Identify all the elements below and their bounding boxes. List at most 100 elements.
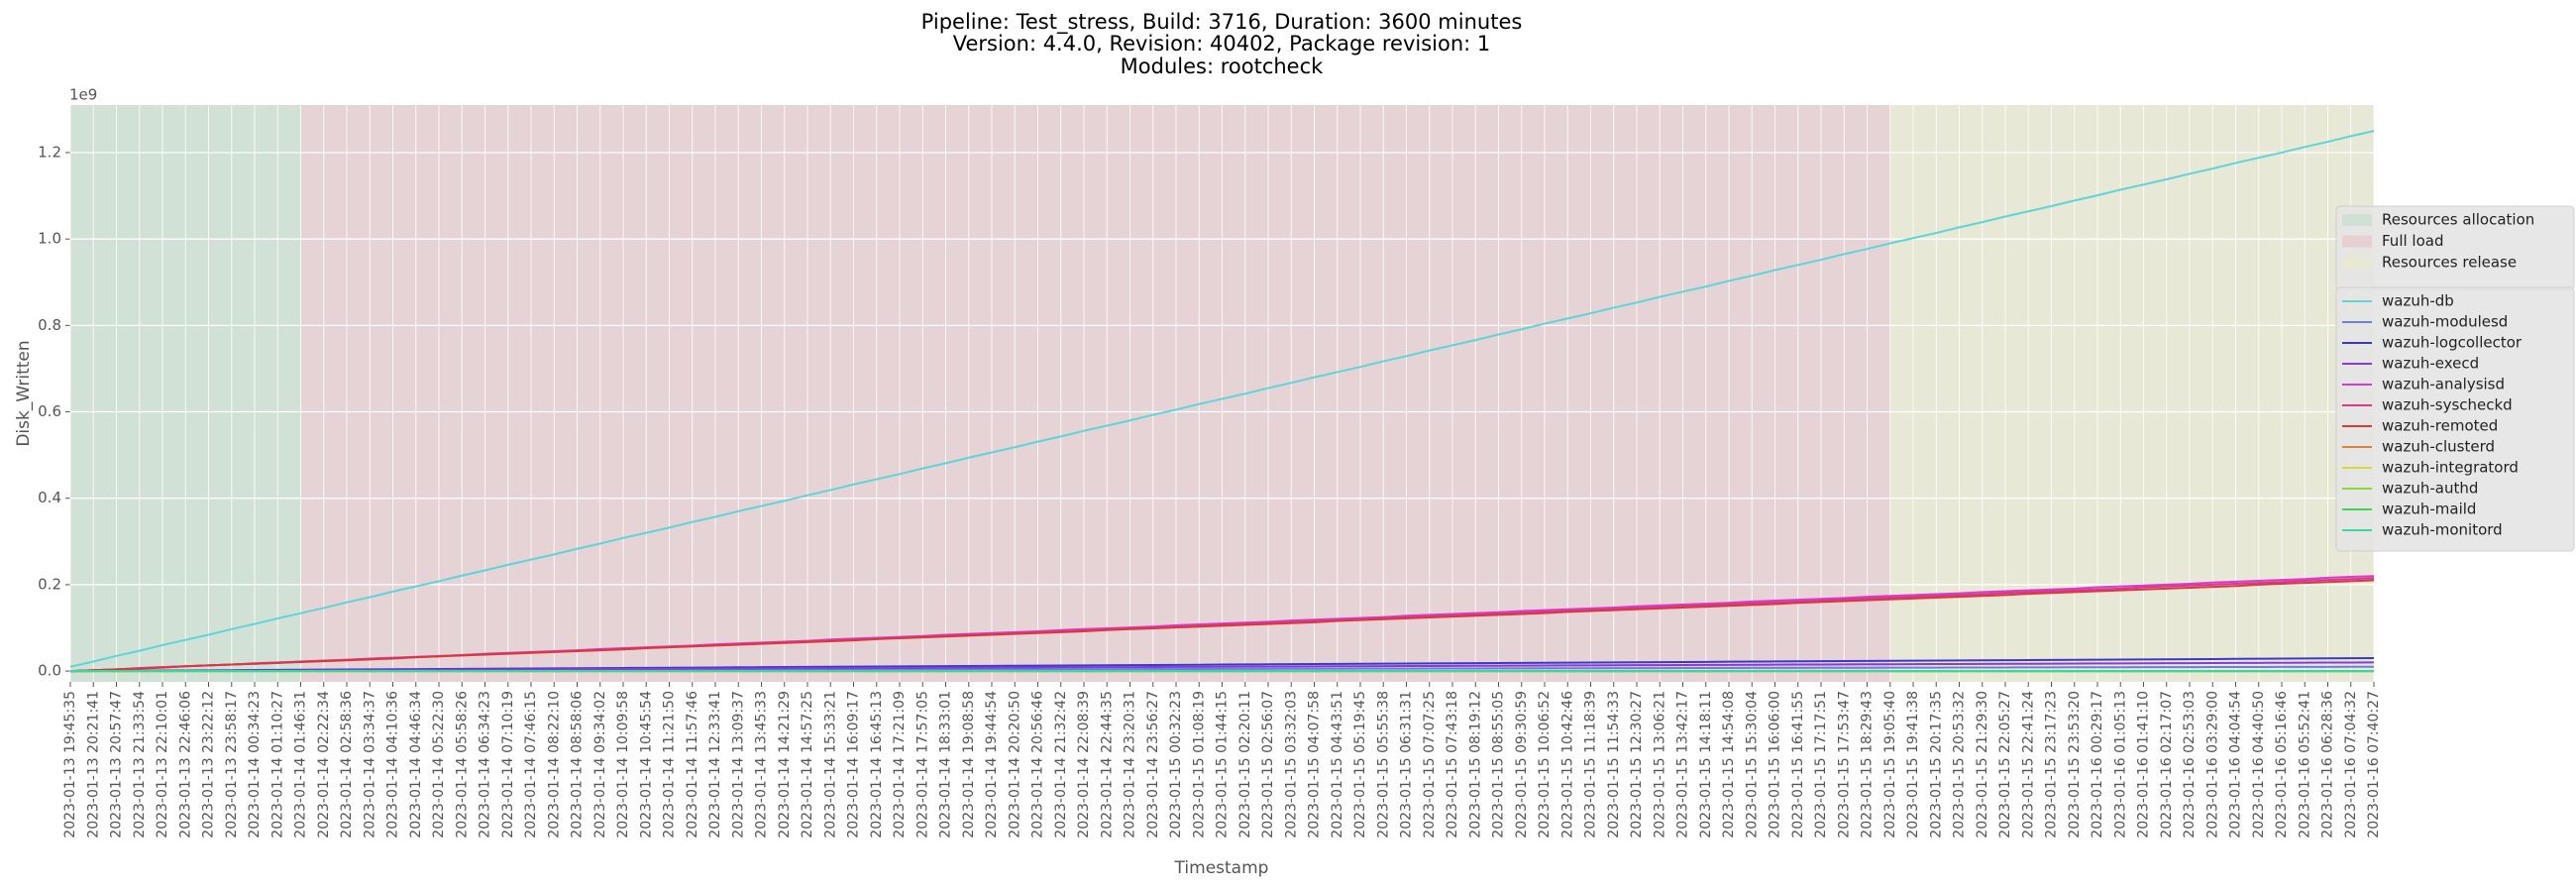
legend-label: wazuh-syscheckd (2382, 396, 2513, 414)
y-tick-label: 0.0 (38, 662, 61, 680)
x-tick-label: 2023-01-14 18:33:01 (938, 691, 954, 838)
x-tick-label: 2023-01-13 22:46:06 (177, 691, 193, 838)
legend-swatch (2342, 235, 2372, 248)
x-tick-label: 2023-01-14 08:58:06 (570, 691, 586, 838)
x-tick-label: 2023-01-15 22:41:24 (2020, 691, 2036, 838)
x-tick-label: 2023-01-14 23:56:27 (1145, 691, 1161, 838)
legend-label: Full load (2382, 232, 2443, 250)
legend-swatch (2342, 257, 2372, 269)
legend-label: wazuh-authd (2382, 480, 2478, 498)
x-tick-label: 2023-01-15 10:42:46 (1559, 691, 1575, 838)
x-tick-label: 2023-01-14 00:34:23 (247, 691, 263, 838)
x-tick-label: 2023-01-15 10:06:52 (1537, 691, 1553, 838)
x-tick-label: 2023-01-14 15:33:21 (822, 691, 838, 838)
x-tick-label: 2023-01-15 17:17:51 (1813, 691, 1829, 838)
y-axis-label: Disk_Written (14, 340, 34, 446)
x-tick-label: 2023-01-15 02:56:07 (1260, 691, 1276, 838)
x-tick-label: 2023-01-15 04:07:58 (1307, 691, 1323, 838)
x-tick-label: 2023-01-16 01:41:10 (2136, 691, 2152, 838)
chart-title: Pipeline: Test_stress, Build: 3716, Dura… (921, 10, 1523, 35)
legend-label: wazuh-remoted (2382, 417, 2498, 435)
x-tick-label: 2023-01-14 17:21:09 (892, 691, 908, 838)
x-tick-label: 2023-01-15 23:53:20 (2067, 691, 2083, 838)
chart-title: Version: 4.4.0, Revision: 40402, Package… (953, 32, 1491, 56)
legend-label: wazuh-analysisd (2382, 376, 2505, 393)
legend-label: wazuh-modulesd (2382, 313, 2508, 331)
x-tick-label: 2023-01-14 13:09:37 (730, 691, 746, 838)
x-tick-label: 2023-01-16 03:29:00 (2204, 691, 2220, 838)
x-tick-label: 2023-01-14 19:44:54 (984, 691, 1000, 838)
x-tick-label: 2023-01-16 02:17:07 (2159, 691, 2175, 838)
x-tick-label: 2023-01-15 14:18:11 (1698, 691, 1714, 838)
x-tick-label: 2023-01-15 11:18:39 (1583, 691, 1599, 838)
x-tick-label: 2023-01-15 08:55:05 (1491, 691, 1507, 838)
series-line (69, 661, 2375, 673)
legend-label: wazuh-maild (2382, 501, 2476, 518)
x-tick-label: 2023-01-14 11:57:46 (685, 691, 700, 838)
x-tick-label: 2023-01-16 01:05:13 (2112, 691, 2128, 838)
x-tick-label: 2023-01-15 05:55:38 (1375, 691, 1391, 838)
x-tick-label: 2023-01-14 21:32:42 (1053, 691, 1069, 838)
legend-box (2335, 286, 2575, 552)
legend-label: wazuh-db (2382, 292, 2454, 310)
x-tick-label: 2023-01-14 19:08:58 (961, 691, 977, 838)
x-tick-label: 2023-01-15 22:05:27 (1997, 691, 2013, 838)
x-tick-label: 2023-01-15 14:54:08 (1721, 691, 1737, 838)
x-tick-label: 2023-01-13 21:33:54 (132, 691, 148, 838)
x-tick-label: 2023-01-14 17:57:05 (914, 691, 930, 838)
x-tick-label: 2023-01-15 19:05:40 (1882, 691, 1898, 838)
x-tick-label: 2023-01-14 14:57:25 (800, 691, 815, 838)
x-tick-label: 2023-01-14 06:34:23 (478, 691, 493, 838)
x-tick-label: 2023-01-13 23:22:12 (201, 691, 217, 838)
x-tick-label: 2023-01-15 08:19:12 (1467, 691, 1483, 838)
x-tick-label: 2023-01-15 12:30:27 (1629, 691, 1645, 838)
x-tick-label: 2023-01-14 02:22:34 (316, 691, 332, 838)
x-tick-label: 2023-01-16 07:40:27 (2366, 691, 2382, 838)
x-tick-label: 2023-01-15 13:06:21 (1652, 691, 1667, 838)
x-tick-label: 2023-01-15 18:29:43 (1860, 691, 1876, 838)
x-tick-label: 2023-01-14 22:08:39 (1076, 691, 1092, 838)
x-tick-label: 2023-01-14 16:09:17 (846, 691, 862, 838)
y-tick-label: 0.4 (38, 489, 61, 506)
x-tick-label: 2023-01-15 15:30:04 (1744, 691, 1760, 838)
x-tick-label: 2023-01-16 05:16:46 (2274, 691, 2290, 838)
x-tick-label: 2023-01-15 19:41:38 (1905, 691, 1921, 838)
x-tick-label: 2023-01-15 06:31:31 (1399, 691, 1415, 838)
x-axis-label: Timestamp (1174, 858, 1269, 878)
x-tick-label: 2023-01-15 13:42:17 (1675, 691, 1691, 838)
y-tick-label: 1.2 (38, 143, 61, 161)
x-tick-label: 2023-01-14 01:10:27 (269, 691, 285, 838)
x-tick-label: 2023-01-14 16:45:13 (869, 691, 885, 838)
x-tick-label: 2023-01-14 04:10:36 (385, 691, 401, 838)
x-tick-label: 2023-01-13 23:58:17 (224, 691, 240, 838)
x-tick-label: 2023-01-14 08:22:10 (546, 691, 562, 838)
x-tick-label: 2023-01-14 10:09:58 (615, 691, 631, 838)
x-tick-label: 2023-01-15 17:53:47 (1836, 691, 1852, 838)
x-tick-label: 2023-01-15 09:30:59 (1514, 691, 1530, 838)
x-tick-label: 2023-01-14 07:46:15 (523, 691, 539, 838)
y-tick-label: 0.2 (38, 575, 61, 593)
x-tick-label: 2023-01-15 20:53:32 (1952, 691, 1968, 838)
x-tick-label: 2023-01-14 07:10:19 (500, 691, 516, 838)
x-tick-label: 2023-01-16 04:04:54 (2228, 691, 2244, 838)
x-tick-label: 2023-01-14 02:58:36 (339, 691, 355, 838)
x-tick-label: 2023-01-15 21:29:30 (1975, 691, 1990, 838)
x-tick-label: 2023-01-14 05:22:30 (431, 691, 447, 838)
series-line (69, 579, 2375, 673)
x-tick-label: 2023-01-14 14:21:29 (777, 691, 793, 838)
x-tick-label: 2023-01-14 03:34:37 (362, 691, 377, 838)
x-tick-label: 2023-01-14 09:34:02 (592, 691, 608, 838)
x-tick-label: 2023-01-16 06:28:36 (2320, 691, 2336, 838)
x-tick-label: 2023-01-15 16:41:55 (1790, 691, 1806, 838)
x-tick-label: 2023-01-13 22:10:01 (155, 691, 170, 838)
x-tick-label: 2023-01-15 07:43:18 (1445, 691, 1460, 838)
legend-label: wazuh-clusterd (2382, 438, 2495, 456)
phase-region (300, 105, 1890, 682)
x-tick-label: 2023-01-15 01:08:19 (1191, 691, 1207, 838)
legend-label: wazuh-execd (2382, 355, 2479, 373)
x-tick-label: 2023-01-15 02:20:11 (1237, 691, 1253, 838)
y-tick-label: 0.8 (38, 316, 61, 334)
series-line (69, 130, 2375, 668)
x-tick-label: 2023-01-15 11:54:33 (1606, 691, 1622, 838)
